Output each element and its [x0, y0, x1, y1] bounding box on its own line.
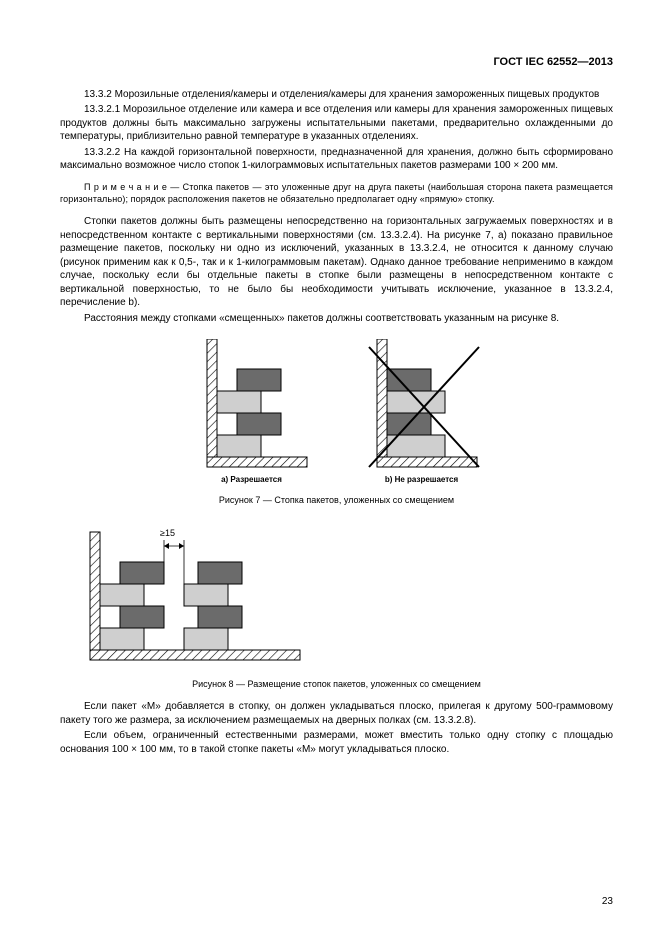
para-body-3: Если пакет «M» добавляется в стопку, он … [60, 700, 613, 727]
figure-7: a) Разрешается [60, 339, 613, 506]
figure-8-caption: Рисунок 8 — Размещение стопок пакетов, у… [60, 678, 613, 690]
figure-7b-svg [357, 339, 487, 469]
figure-7a-svg [187, 339, 317, 469]
figure-8: ≥15 Рисунок 8 — Размещение стопок пакето… [60, 520, 613, 690]
para-13-3-2-2: 13.3.2.2 На каждой горизонтальной поверх… [60, 146, 613, 173]
figure-7a: a) Разрешается [187, 339, 317, 486]
para-body-2: Расстояния между стопками «смещенных» па… [60, 312, 613, 326]
para-13-3-2-1: 13.3.2.1 Морозильное отделение или камер… [60, 103, 613, 144]
page-number: 23 [602, 895, 613, 909]
para-body-1: Стопки пакетов должны быть размещены неп… [60, 215, 613, 310]
figure-7a-label: a) Разрешается [221, 475, 282, 486]
para-body-4: Если объем, ограниченный естественными р… [60, 729, 613, 756]
note: П р и м е ч а н и е — Стопка пакетов — э… [60, 181, 613, 205]
para-13-3-2: 13.3.2 Морозильные отделения/камеры и от… [60, 88, 613, 102]
figure-7-caption: Рисунок 7 — Стопка пакетов, уложенных со… [60, 494, 613, 506]
figure-7b-label: b) Не разрешается [385, 475, 458, 486]
figure-7b: b) Не разрешается [357, 339, 487, 486]
doc-header: ГОСТ IEC 62552—2013 [60, 55, 613, 70]
figure-8-svg: ≥15 [60, 520, 320, 670]
dim-label: ≥15 [160, 528, 175, 538]
